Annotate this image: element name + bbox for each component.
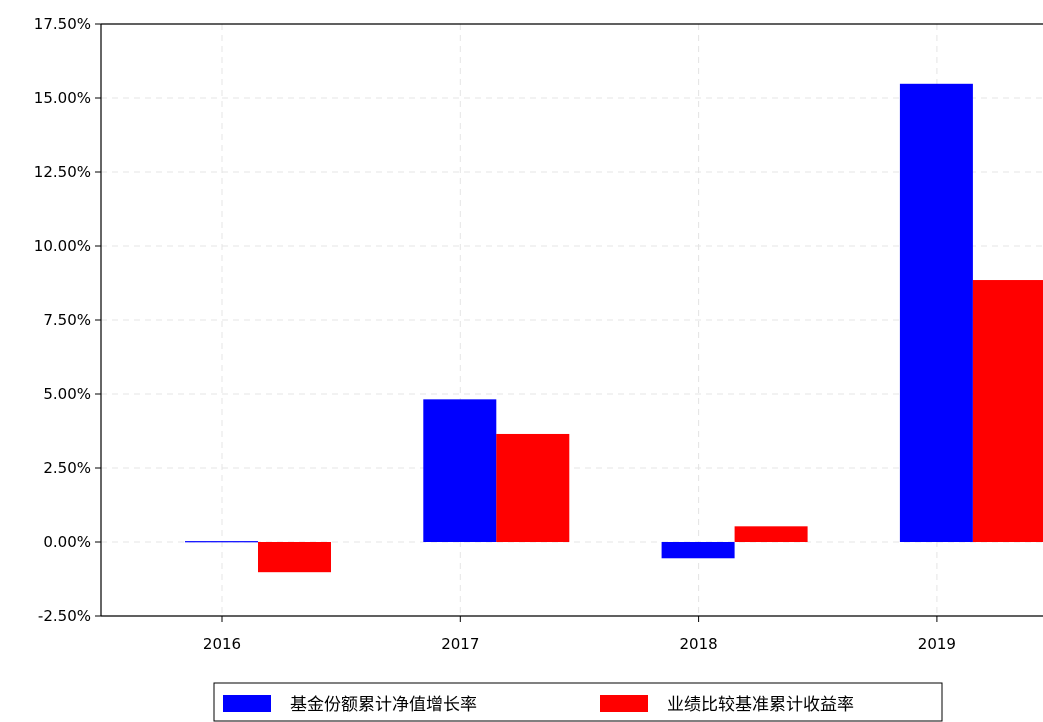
x-tick-label: 2018 — [680, 635, 718, 653]
y-tick-label: 7.50% — [43, 311, 91, 329]
legend: 基金份额累计净值增长率 业绩比较基准累计收益率 — [213, 682, 943, 722]
y-tick-label: 12.50% — [34, 163, 91, 181]
y-tick-label: 0.00% — [43, 533, 91, 551]
bar-series-1 — [899, 83, 973, 543]
x-tick-label: 2019 — [918, 635, 956, 653]
legend-swatch-series-2 — [600, 695, 648, 712]
x-axis-ticks: 2016 2017 2018 2019 — [203, 616, 956, 653]
legend-swatch-series-1 — [223, 695, 271, 712]
bar-series-1 — [423, 399, 497, 542]
y-tick-label: 2.50% — [43, 459, 91, 477]
bar-series-1 — [661, 542, 735, 559]
y-tick-label: 17.50% — [34, 15, 91, 33]
y-tick-label: 5.00% — [43, 385, 91, 403]
y-tick-label: -2.50% — [38, 607, 91, 625]
x-tick-label: 2016 — [203, 635, 241, 653]
y-tick-label: 10.00% — [34, 237, 91, 255]
legend-label-series-2: 业绩比较基准累计收益率 — [667, 695, 854, 715]
bar-series-2 — [972, 280, 1043, 542]
bar-series-1 — [185, 541, 258, 543]
legend-frame — [213, 682, 943, 722]
bars — [185, 83, 1043, 573]
y-tick-label: 15.00% — [34, 89, 91, 107]
bar-series-2 — [258, 542, 331, 573]
bar-series-2 — [734, 526, 808, 542]
y-axis-ticks: -2.50% 0.00% 2.50% 5.00% 7.50% 10.00% 12.50% 15… — [34, 15, 101, 625]
bar-series-2 — [496, 433, 570, 542]
x-tick-label: 2017 — [441, 635, 479, 653]
legend-label-series-1: 基金份额累计净值增长率 — [290, 695, 477, 715]
